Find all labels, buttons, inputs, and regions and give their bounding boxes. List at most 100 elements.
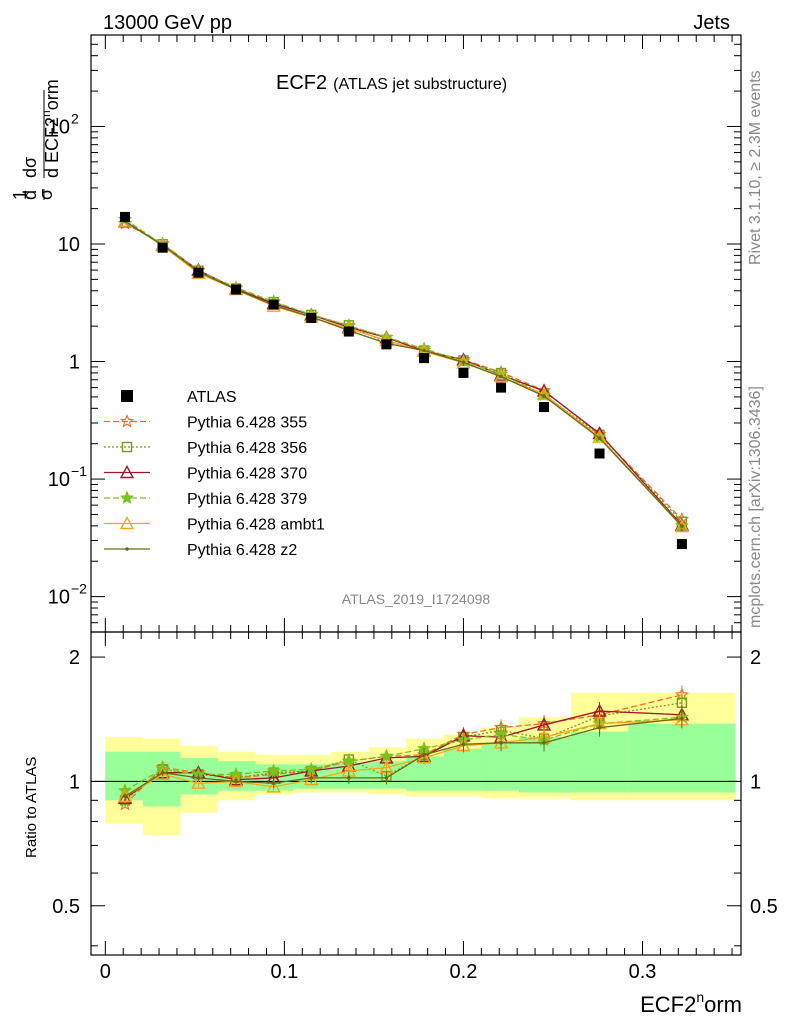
band-inner-bin (443, 748, 482, 791)
atlas-data-point (306, 312, 317, 323)
atlas-data-point (120, 211, 131, 222)
main-series-line (124, 221, 683, 526)
legend-label: Pythia 6.428 355 (187, 415, 307, 432)
ratio-series-point (542, 741, 546, 745)
ratio-series-point (347, 776, 351, 780)
main-series-line (124, 220, 683, 527)
ratio-series-point (196, 776, 201, 780)
atlas-data-point (419, 353, 430, 364)
ratio-y-tick-label-left: 0.5 (52, 896, 80, 918)
band-inner-bin (481, 742, 519, 791)
legend-marker (125, 547, 129, 551)
legend: ATLAS Pythia 6.428 355 Pythia 6.428 356 Pyt… (104, 389, 325, 559)
main-y-tick-exponent: −2 (71, 581, 87, 597)
legend-entry: ATLAS (121, 389, 237, 406)
band-inner-bin (518, 737, 571, 793)
y-label-d-numerator: d (20, 190, 40, 200)
atlas-data-point (676, 539, 687, 550)
main-y-tick-exponent: −1 (71, 463, 87, 479)
atlas-data-point (381, 339, 392, 350)
main-y-tick-label: 10 (48, 587, 70, 609)
main-y-axis-label-one: 1 (10, 190, 30, 200)
ratio-series-point (461, 742, 466, 747)
legend-entry: Pythia 6.428 379 (104, 490, 307, 508)
ratio-y-tick-label-right: 1 (750, 771, 761, 793)
atlas-data-point (193, 267, 204, 278)
main-series-point (542, 394, 546, 398)
legend-marker (119, 516, 135, 530)
legend-marker (121, 441, 133, 453)
ratio-y-tick-label-right: 0.5 (750, 896, 778, 918)
legend-label: Pythia 6.428 ambt1 (187, 517, 325, 534)
ratio-series-point (422, 752, 426, 757)
x-tick-label: 0.2 (450, 961, 478, 983)
main-y-tick-label: 1 (69, 352, 80, 374)
ratio-series-point (271, 781, 276, 786)
legend-entry: Pythia 6.428 356 (104, 440, 307, 457)
header-energy: 13000 GeV pp (103, 12, 232, 34)
legend-entry: Pythia 6.428 z2 (104, 542, 297, 559)
ratio-series-point (191, 775, 206, 789)
x-tick-label: 0.3 (629, 961, 657, 983)
main-y-tick-exponent: 2 (71, 110, 79, 126)
main-series-group (117, 212, 690, 533)
main-series-point (461, 360, 466, 365)
mcplots-label: mcplots.cern.ch [arXiv:1306.3436] (747, 386, 764, 628)
main-series-point (674, 519, 690, 533)
main-y-tick-label: 10 (58, 234, 80, 256)
ratio-series-point (499, 741, 503, 745)
main-series-point (536, 386, 552, 401)
plot-title: ECF2 (ATLAS jet substructure) (276, 72, 507, 94)
band-inner-bin (628, 723, 736, 793)
ratio-series-point (304, 772, 319, 786)
ratio-series-point (379, 748, 394, 763)
ratio-series-line (124, 719, 682, 797)
atlas-data-point (458, 367, 469, 378)
ratio-series-point (416, 750, 432, 764)
x-tick-label: 0.1 (270, 961, 298, 983)
axes-frames (90, 34, 742, 956)
legend-entry: Pythia 6.428 370 (104, 465, 307, 483)
ratio-plot-frame (90, 631, 742, 956)
ratio-series-point (266, 779, 281, 793)
ratio-series-point (117, 790, 133, 805)
ratio-series-line (124, 717, 682, 797)
atlas-data-point (231, 284, 242, 295)
y-label-decf: d ECF2norm (39, 79, 62, 178)
legend-marker (121, 390, 133, 402)
rivet-version-label: Rivet 3.1.10, ≥ 2.3M events (747, 70, 764, 265)
main-series-point (680, 524, 684, 528)
y-label-sigma-denominator: σ (36, 189, 56, 200)
header-process: Jets (693, 12, 730, 34)
main-series-point (499, 374, 503, 379)
ratio-series-point (160, 770, 165, 775)
legend-label: Pythia 6.428 356 (187, 440, 307, 457)
ratio-series-point (680, 716, 684, 721)
ratio-series-point (234, 779, 238, 784)
x-axis-label: ECF2norm (640, 989, 742, 1017)
ratio-y-tick-label-right: 2 (750, 647, 761, 669)
legend-label: Pythia 6.428 370 (187, 466, 307, 483)
main-y-axis-label: d σ dσ d ECF2norm (20, 79, 62, 200)
ratio-series-point (597, 725, 602, 730)
y-label-dsigma: dσ (20, 157, 40, 178)
atlas-data-point (594, 448, 605, 459)
legend-label: ATLAS (187, 389, 237, 406)
main-series-point (597, 436, 602, 440)
ratio-y-tick-label-left: 2 (69, 647, 80, 669)
atlas-data-group (120, 211, 687, 550)
legend-marker (119, 490, 135, 505)
legend-marker (119, 465, 135, 479)
main-series-point (456, 355, 471, 369)
ratio-series-point (384, 776, 389, 780)
main-y-tick-label: 10 (48, 469, 70, 491)
ratio-series-point (304, 761, 319, 776)
legend-label: Pythia 6.428 379 (187, 491, 307, 508)
atlas-data-point (496, 382, 507, 393)
legend-marker (119, 414, 135, 428)
ratio-uncertainty-bands (91, 692, 741, 836)
band-inner-bin (570, 731, 629, 793)
